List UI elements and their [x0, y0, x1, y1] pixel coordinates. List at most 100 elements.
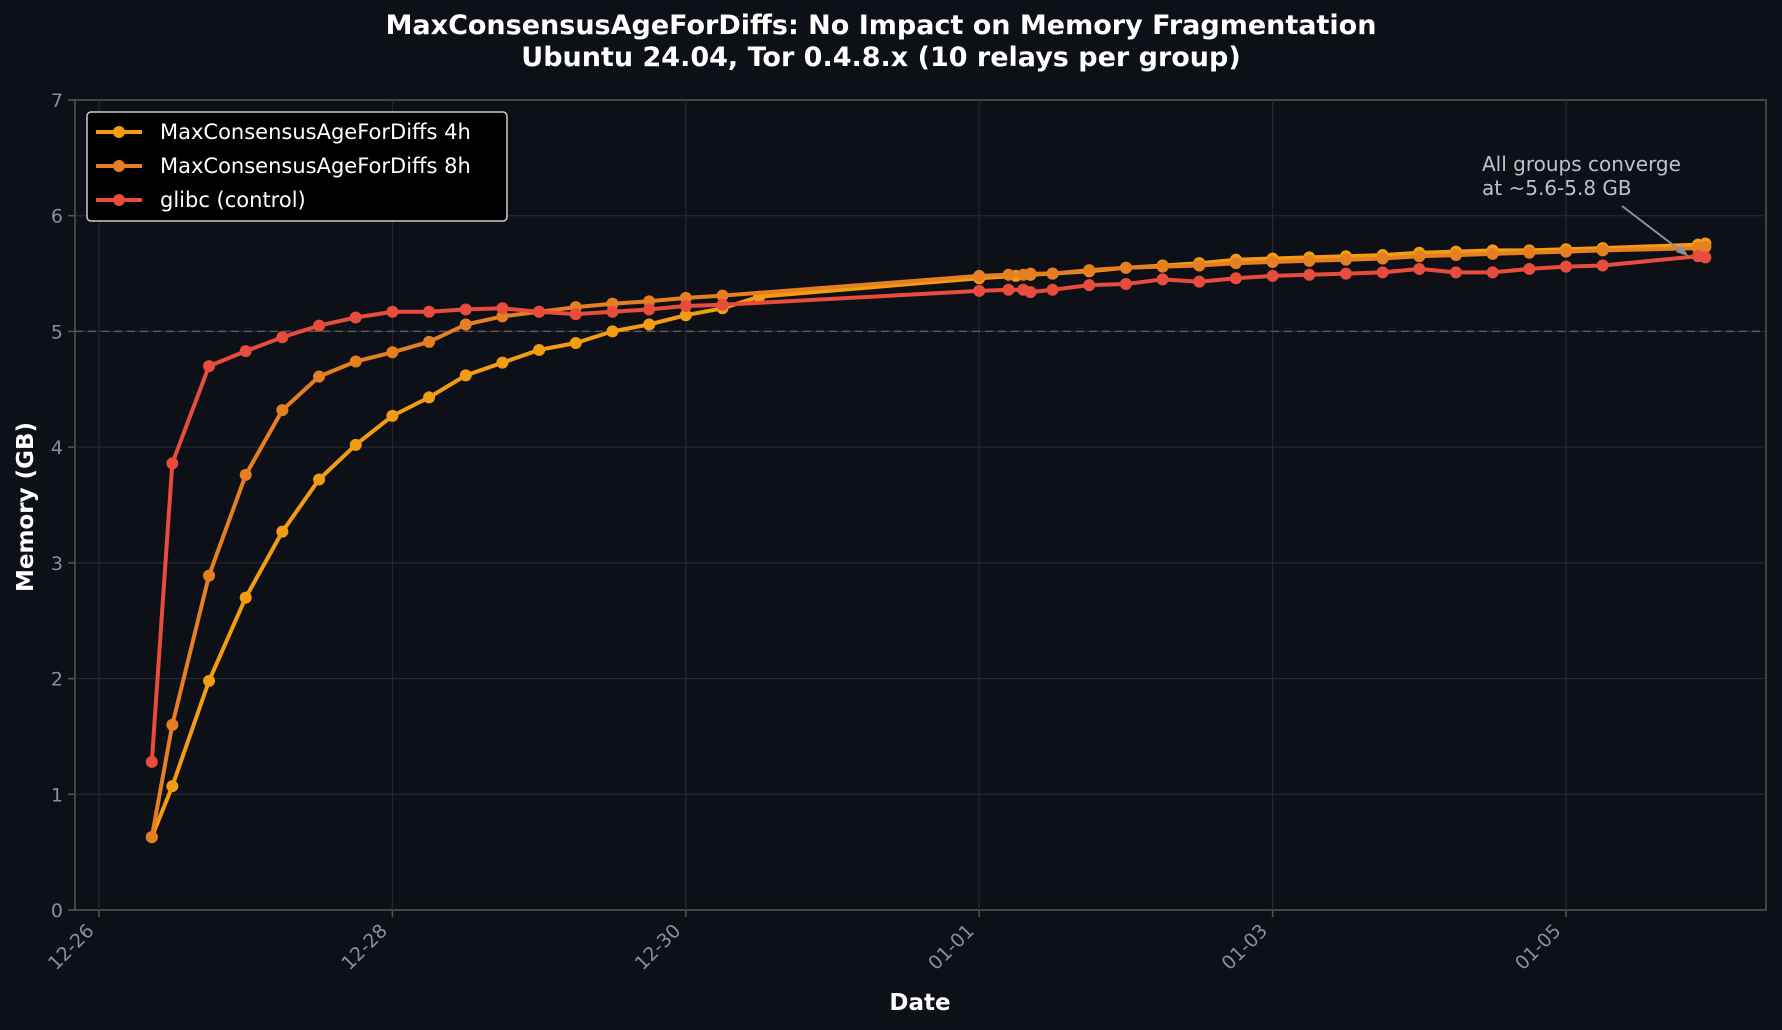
- data-point: [386, 409, 399, 422]
- data-point: [1083, 279, 1096, 292]
- legend-label: MaxConsensusAgeForDiffs 8h: [160, 154, 471, 178]
- data-point: [1002, 268, 1015, 281]
- data-point: [496, 302, 509, 315]
- x-tick-label: 12-30: [631, 920, 686, 975]
- y-tick-label: 1: [51, 784, 63, 806]
- y-tick-label: 5: [51, 321, 63, 343]
- y-tick-label: 0: [51, 900, 63, 922]
- data-point: [533, 305, 546, 318]
- chart-title-line2: Ubuntu 24.04, Tor 0.4.8.x (10 relays per…: [521, 42, 1241, 73]
- plot-frame: [74, 99, 1767, 911]
- data-point: [276, 331, 289, 344]
- data-point: [239, 591, 252, 604]
- data-point: [423, 391, 436, 404]
- data-point: [1002, 283, 1015, 296]
- data-point: [716, 289, 729, 302]
- annotation-line2: at ~5.6-5.8 GB: [1482, 176, 1632, 200]
- data-point: [1486, 266, 1499, 279]
- y-axis-label: Memory (GB): [13, 422, 39, 592]
- data-point: [1193, 275, 1206, 288]
- data-point: [313, 370, 326, 383]
- annotation-arrow: [1621, 205, 1686, 255]
- y-tick-label: 3: [51, 553, 63, 575]
- data-point: [1024, 267, 1037, 280]
- data-point: [1523, 246, 1536, 259]
- data-point: [1119, 261, 1132, 274]
- data-point: [1486, 247, 1499, 260]
- data-point: [423, 335, 436, 348]
- x-tick-label: 01-05: [1511, 920, 1566, 975]
- data-point: [1339, 253, 1352, 266]
- data-point: [276, 525, 289, 538]
- x-tick-label: 12-26: [44, 920, 99, 975]
- data-point: [349, 311, 362, 324]
- data-point: [1339, 267, 1352, 280]
- data-point: [1376, 266, 1389, 279]
- data-point: [145, 831, 158, 844]
- data-point: [1119, 277, 1132, 290]
- data-point: [1229, 257, 1242, 270]
- data-point: [1303, 254, 1316, 267]
- data-point: [1376, 252, 1389, 265]
- data-point: [203, 674, 216, 687]
- y-tick-label: 7: [51, 90, 63, 112]
- annotation-line1: All groups converge: [1482, 152, 1681, 176]
- data-point: [606, 305, 619, 318]
- data-point: [1523, 262, 1536, 275]
- data-point: [1193, 259, 1206, 272]
- x-tick-label: 12-28: [337, 920, 392, 975]
- data-point: [973, 269, 986, 282]
- data-point: [1266, 256, 1279, 268]
- data-point: [423, 305, 436, 318]
- data-point: [239, 468, 252, 481]
- data-point: [496, 356, 509, 369]
- data-point: [1083, 264, 1096, 277]
- data-point: [1449, 266, 1462, 279]
- data-point: [313, 319, 326, 332]
- data-point: [973, 284, 986, 297]
- data-point: [1413, 262, 1426, 275]
- data-point: [643, 318, 656, 331]
- legend-box: [86, 111, 508, 222]
- data-point: [166, 718, 179, 731]
- data-point: [313, 473, 326, 486]
- data-point: [459, 318, 472, 331]
- data-point: [203, 569, 216, 582]
- arrow-head-icon: [1676, 245, 1688, 256]
- data-point: [1596, 244, 1609, 257]
- data-point: [569, 337, 582, 349]
- data-point: [203, 360, 216, 373]
- data-point: [1596, 259, 1609, 272]
- data-point: [533, 343, 546, 356]
- data-point: [1156, 260, 1169, 273]
- data-point: [1156, 273, 1169, 286]
- data-point: [1229, 272, 1242, 285]
- data-point: [1560, 245, 1572, 258]
- data-point: [643, 303, 656, 316]
- data-point: [166, 780, 179, 793]
- data-point: [386, 305, 399, 318]
- data-point: [145, 755, 158, 768]
- data-point: [679, 299, 692, 312]
- data-point: [459, 303, 472, 316]
- y-tick-label: 4: [51, 437, 63, 459]
- data-point: [716, 298, 729, 311]
- data-point: [459, 369, 472, 382]
- data-point: [1046, 283, 1059, 296]
- data-point: [1024, 286, 1037, 299]
- chart-title-line1: MaxConsensusAgeForDiffs: No Impact on Me…: [385, 10, 1377, 41]
- data-point: [1303, 268, 1316, 281]
- data-point: [1413, 250, 1426, 263]
- data-point: [569, 308, 582, 321]
- data-point: [1449, 249, 1462, 262]
- x-tick-label: 01-01: [924, 920, 979, 975]
- data-point: [1560, 260, 1572, 273]
- data-point: [276, 404, 289, 417]
- data-point: [679, 309, 692, 322]
- x-tick-label: 01-03: [1218, 920, 1273, 975]
- data-point: [386, 346, 399, 359]
- data-point: [606, 325, 619, 338]
- legend-label: MaxConsensusAgeForDiffs 4h: [160, 120, 471, 144]
